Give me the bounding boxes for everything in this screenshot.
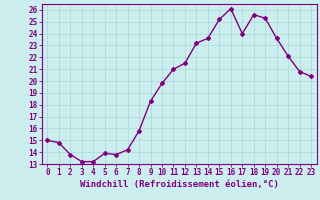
X-axis label: Windchill (Refroidissement éolien,°C): Windchill (Refroidissement éolien,°C)	[80, 180, 279, 189]
